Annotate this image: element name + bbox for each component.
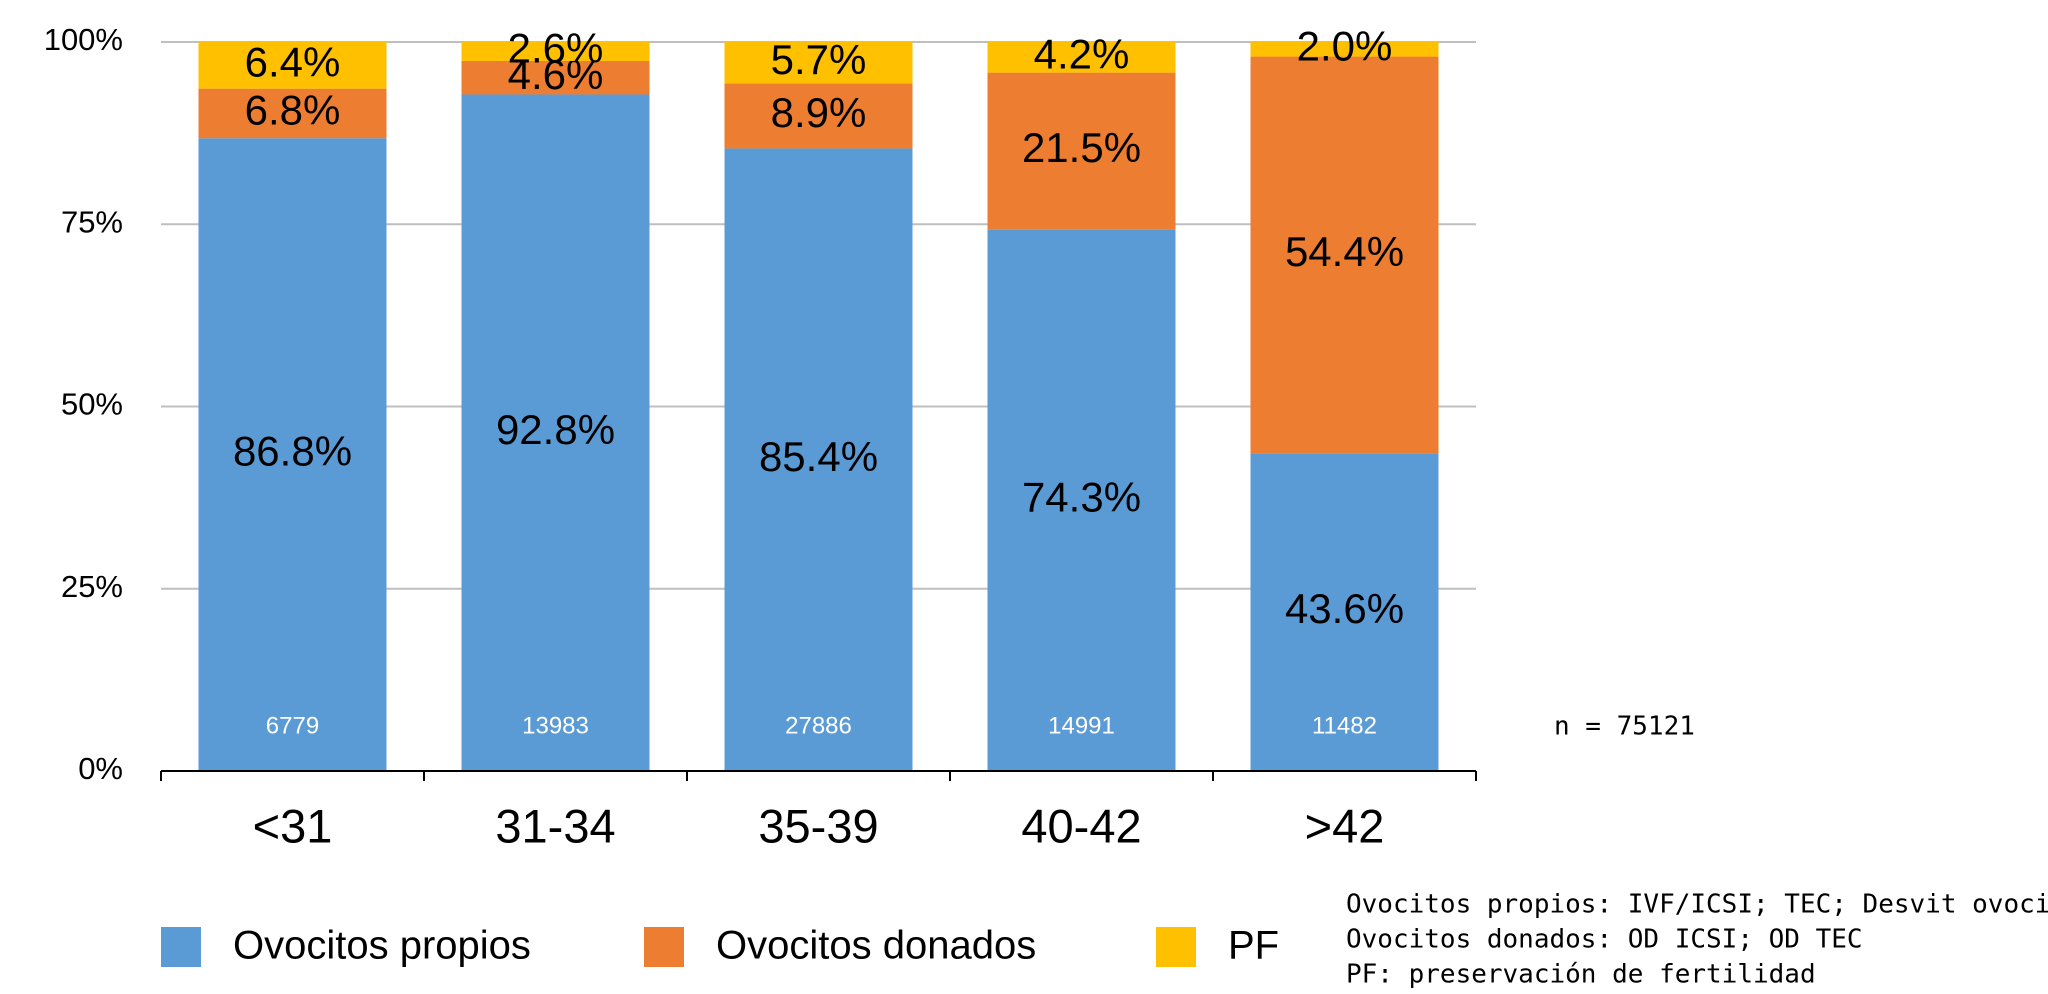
value-label: 4.2% bbox=[1034, 30, 1130, 77]
legend-swatch bbox=[161, 927, 201, 967]
legend-label: Ovocitos propios bbox=[233, 924, 531, 968]
x-tick-label: <31 bbox=[253, 799, 333, 852]
legend-label: Ovocitos donados bbox=[716, 924, 1036, 968]
bar-segment bbox=[198, 88, 387, 139]
bar-segment bbox=[987, 42, 1176, 73]
bar-segment bbox=[198, 42, 387, 89]
count-label: 14991 bbox=[1048, 712, 1115, 739]
value-label: 5.7% bbox=[771, 36, 867, 83]
value-label: 21.5% bbox=[1022, 124, 1141, 171]
value-label: 43.6% bbox=[1285, 585, 1404, 632]
value-label: 6.4% bbox=[245, 38, 341, 85]
bar-segment bbox=[461, 94, 650, 772]
count-label: 11482 bbox=[1312, 712, 1377, 739]
bar-segment bbox=[1250, 42, 1439, 57]
note: Ovocitos donados: OD ICSI; OD TEC bbox=[1346, 925, 1863, 955]
x-tick-label: 40-42 bbox=[1021, 799, 1141, 852]
bar-segment bbox=[724, 42, 913, 84]
count-label: 13983 bbox=[522, 712, 589, 739]
count-label: 27886 bbox=[785, 712, 852, 739]
y-tick-label: 50% bbox=[61, 387, 123, 422]
y-tick-label: 75% bbox=[61, 204, 123, 239]
bar-segment bbox=[1250, 56, 1439, 454]
value-label: 85.4% bbox=[759, 433, 878, 480]
value-label: 2.0% bbox=[1297, 22, 1393, 69]
bar-segment bbox=[724, 148, 913, 771]
bar-segment bbox=[461, 60, 650, 95]
value-label: 74.3% bbox=[1022, 473, 1141, 520]
total-label: n = 75121 bbox=[1554, 712, 1695, 742]
x-tick-label: 31-34 bbox=[495, 799, 615, 852]
legend-swatch bbox=[1156, 927, 1196, 967]
legend-label: PF bbox=[1228, 924, 1279, 968]
value-label: 54.4% bbox=[1285, 228, 1404, 275]
note: PF: preservación de fertilidad bbox=[1346, 960, 1816, 990]
value-label: 92.8% bbox=[496, 406, 615, 453]
bar-segment bbox=[198, 138, 387, 771]
note: Ovocitos propios: IVF/ICSI; TEC; Desvit … bbox=[1346, 890, 2048, 920]
value-label: 6.8% bbox=[245, 87, 341, 134]
y-tick-label: 25% bbox=[61, 569, 123, 604]
x-tick-label: 35-39 bbox=[758, 799, 878, 852]
legend-swatch bbox=[644, 927, 684, 967]
value-label: 2.6% bbox=[508, 25, 604, 72]
bar-segment bbox=[461, 42, 650, 61]
y-tick-label: 100% bbox=[44, 22, 123, 57]
x-tick-label: >42 bbox=[1305, 799, 1385, 852]
value-label: 86.8% bbox=[233, 428, 352, 475]
bar-segment bbox=[724, 83, 913, 149]
value-label: 8.9% bbox=[771, 89, 867, 136]
y-tick-label: 0% bbox=[78, 751, 123, 786]
count-label: 6779 bbox=[266, 712, 319, 739]
bar-segment bbox=[987, 72, 1176, 230]
bar-segment bbox=[1250, 453, 1439, 771]
bar-segment bbox=[987, 229, 1176, 771]
